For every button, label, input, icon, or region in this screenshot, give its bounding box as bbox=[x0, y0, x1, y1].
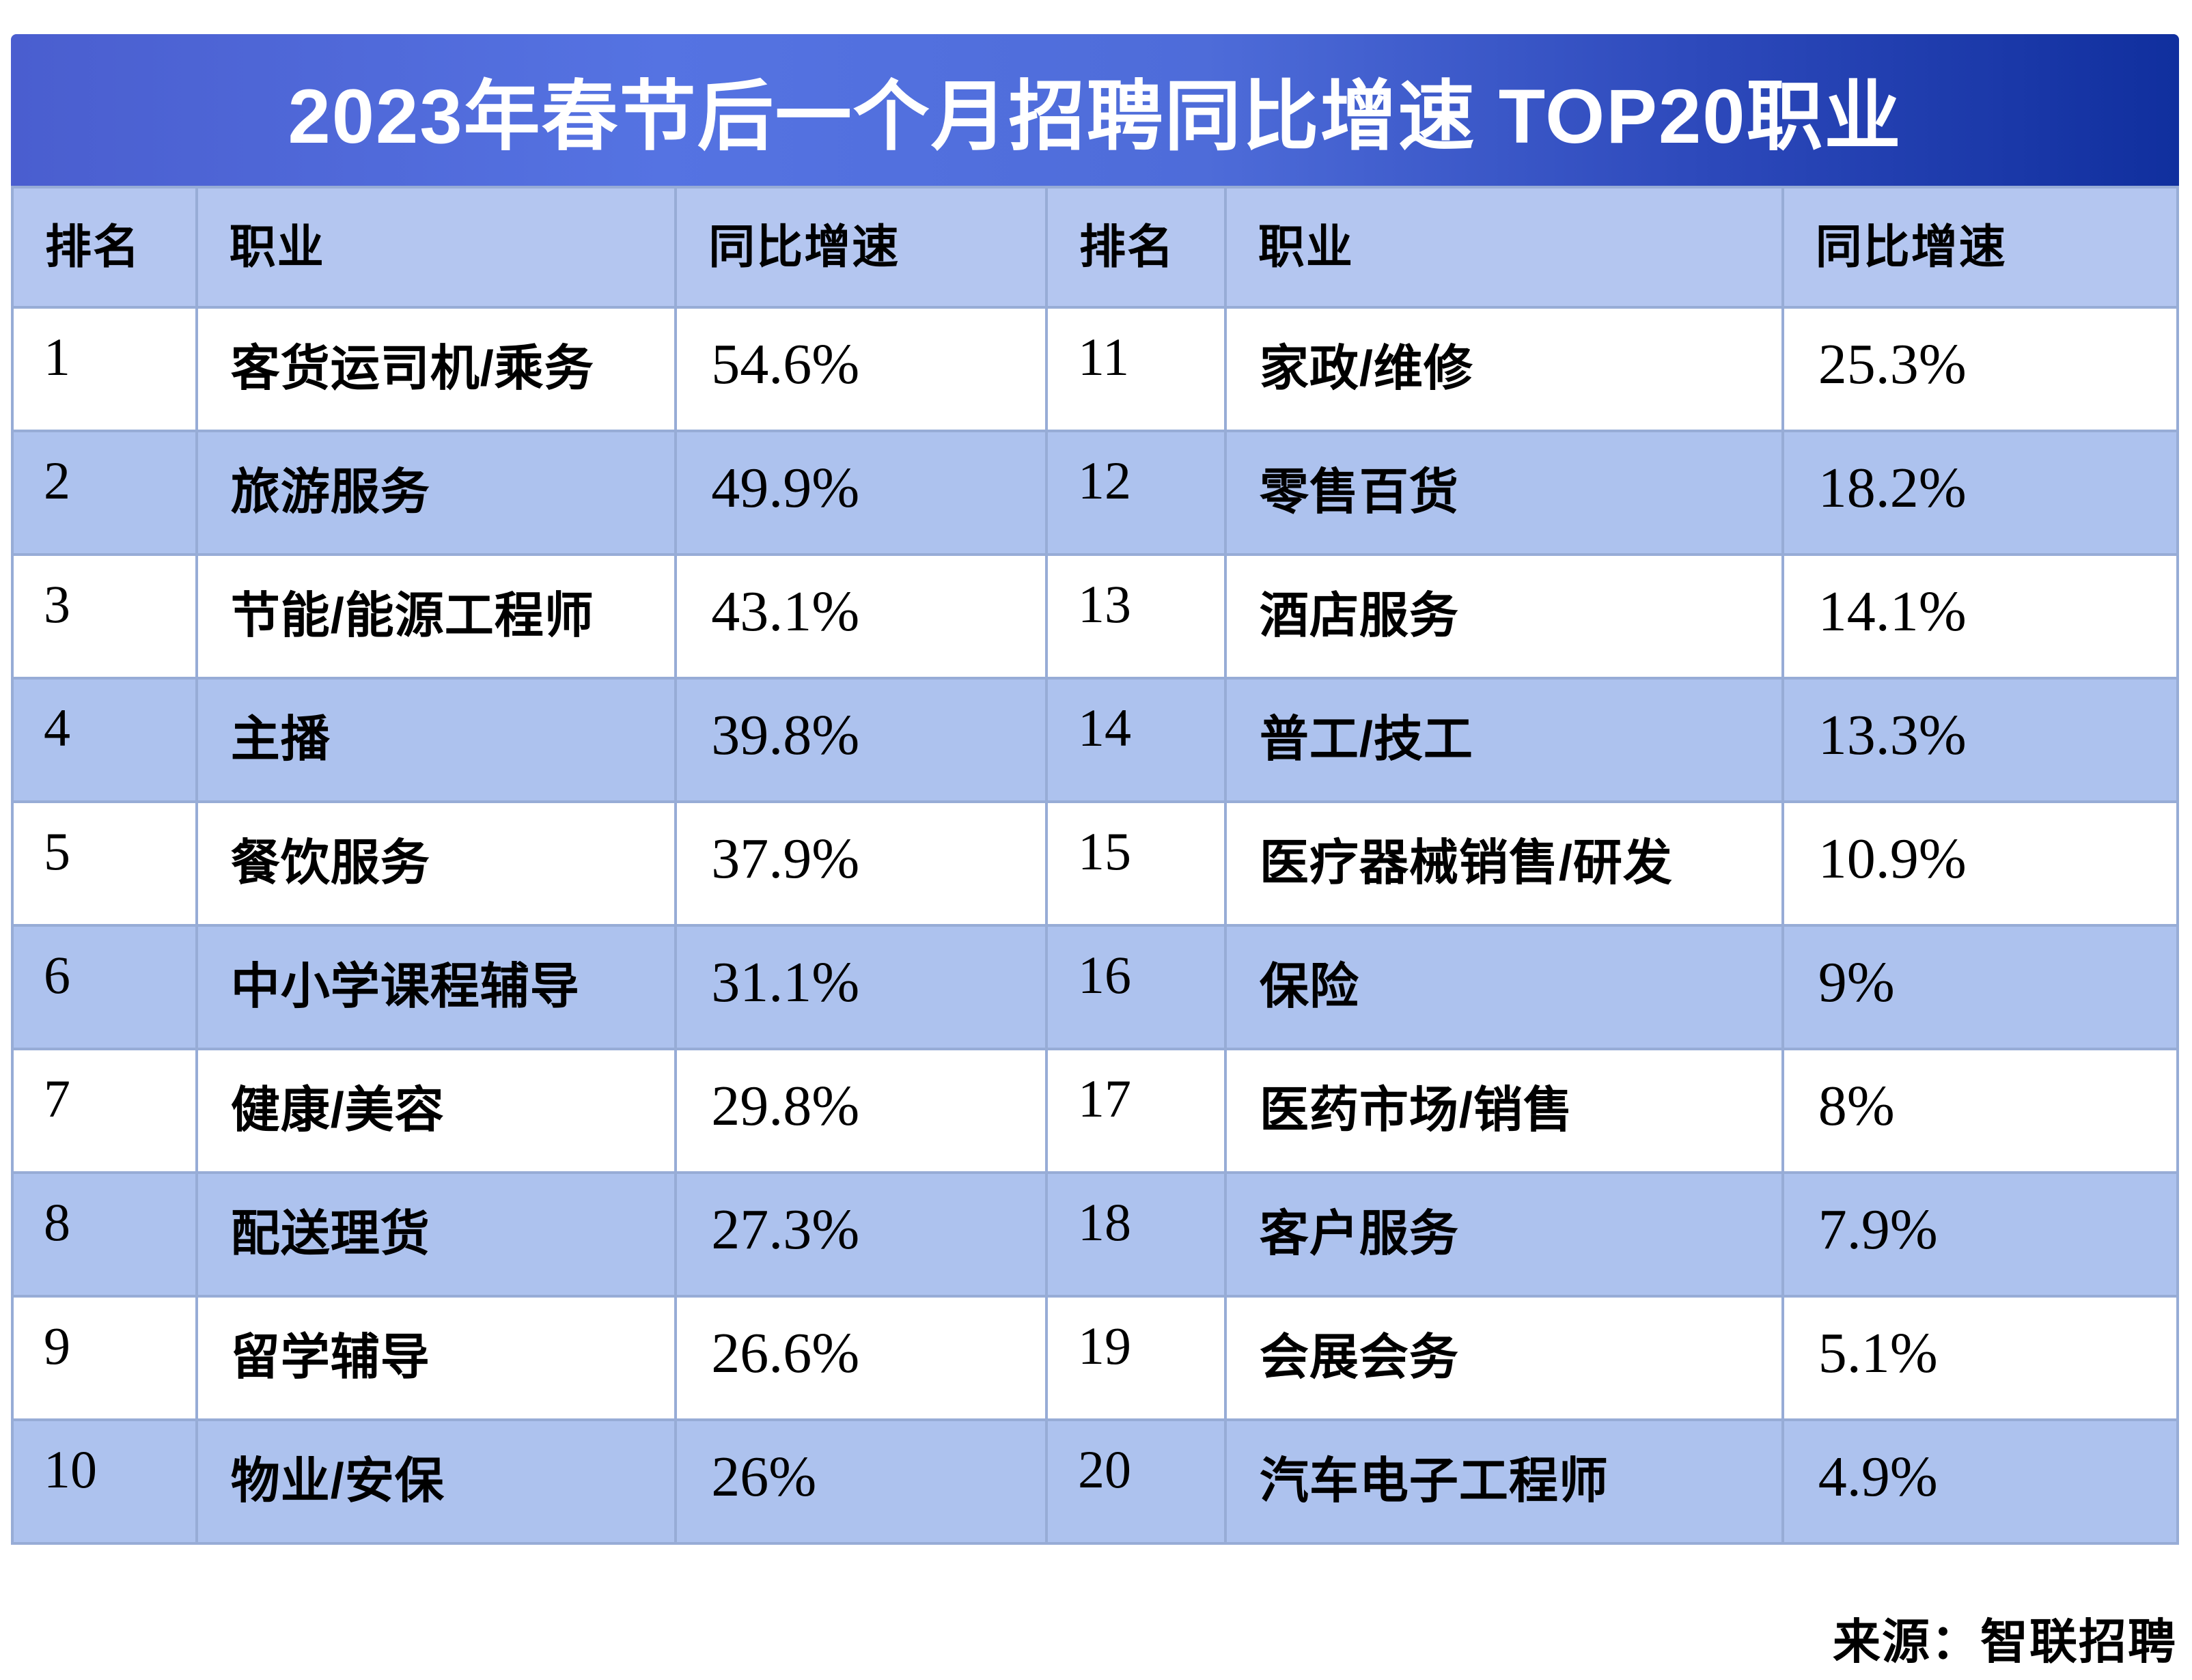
rank-cell: 18 bbox=[1044, 1171, 1227, 1298]
table-row: 9 留学辅导 26.6% 19 会展会务 5.1% bbox=[11, 1295, 2180, 1421]
growth-cell: 31.1% bbox=[674, 924, 1048, 1050]
occupation-cell: 汽车电子工程师 bbox=[1223, 1418, 1784, 1545]
growth-cell: 13.3% bbox=[1781, 677, 2180, 803]
rank-cell: 7 bbox=[11, 1048, 198, 1174]
header-growth-left: 同比增速 bbox=[674, 186, 1048, 309]
occupation-cell: 健康/美容 bbox=[195, 1048, 678, 1174]
header-occupation-left: 职业 bbox=[195, 186, 678, 309]
occupation-cell: 主播 bbox=[195, 677, 678, 803]
growth-cell: 37.9% bbox=[674, 800, 1048, 927]
occupation-cell: 会展会务 bbox=[1223, 1295, 1784, 1421]
rank-cell: 2 bbox=[11, 430, 198, 556]
growth-cell: 29.8% bbox=[674, 1048, 1048, 1174]
table-row: 4 主播 39.8% 14 普工/技工 13.3% bbox=[11, 677, 2180, 803]
growth-cell: 49.9% bbox=[674, 430, 1048, 556]
table-row: 7 健康/美容 29.8% 17 医药市场/销售 8% bbox=[11, 1048, 2180, 1174]
growth-cell: 25.3% bbox=[1781, 306, 2180, 432]
table-body: 1 客货运司机/乘务 54.6% 11 家政/维修 25.3% 2 旅游服务 49.9% 12 零售… bbox=[11, 306, 2180, 1545]
rank-cell: 1 bbox=[11, 306, 198, 432]
growth-cell: 39.8% bbox=[674, 677, 1048, 803]
growth-cell: 4.9% bbox=[1781, 1418, 2180, 1545]
header-occupation-right: 职业 bbox=[1223, 186, 1784, 309]
growth-table: 排名 职业 同比增速 排名 职业 同比增速 1 客货运司机/乘务 54.6% 11 家政… bbox=[11, 186, 2180, 1545]
rank-cell: 17 bbox=[1044, 1048, 1227, 1174]
growth-cell: 43.1% bbox=[674, 553, 1048, 680]
header-rank-left: 排名 bbox=[11, 186, 198, 309]
rank-cell: 5 bbox=[11, 800, 198, 927]
occupation-cell: 医药市场/销售 bbox=[1223, 1048, 1784, 1174]
rank-cell: 12 bbox=[1044, 430, 1227, 556]
occupation-cell: 配送理货 bbox=[195, 1171, 678, 1298]
rank-cell: 10 bbox=[11, 1418, 198, 1545]
header-growth-right: 同比增速 bbox=[1781, 186, 2180, 309]
rank-cell: 19 bbox=[1044, 1295, 1227, 1421]
growth-cell: 9% bbox=[1781, 924, 2180, 1050]
growth-cell: 5.1% bbox=[1781, 1295, 2180, 1421]
rank-cell: 9 bbox=[11, 1295, 198, 1421]
source-note: 来源：智联招聘 bbox=[1833, 1615, 2177, 1668]
growth-cell: 8% bbox=[1781, 1048, 2180, 1174]
rank-cell: 20 bbox=[1044, 1418, 1227, 1545]
occupation-cell: 酒店服务 bbox=[1223, 553, 1784, 680]
rank-cell: 16 bbox=[1044, 924, 1227, 1050]
rank-cell: 13 bbox=[1044, 553, 1227, 680]
growth-cell: 54.6% bbox=[674, 306, 1048, 432]
rank-cell: 15 bbox=[1044, 800, 1227, 927]
occupation-cell: 保险 bbox=[1223, 924, 1784, 1050]
occupation-cell: 物业/安保 bbox=[195, 1418, 678, 1545]
header-rank-right: 排名 bbox=[1044, 186, 1227, 309]
table-row: 8 配送理货 27.3% 18 客户服务 7.9% bbox=[11, 1171, 2180, 1298]
growth-cell: 18.2% bbox=[1781, 430, 2180, 556]
table-row: 3 节能/能源工程师 43.1% 13 酒店服务 14.1% bbox=[11, 553, 2180, 680]
growth-cell: 14.1% bbox=[1781, 553, 2180, 680]
title-banner: 2023年春节后一个月招聘同比增速 TOP20职业 bbox=[11, 34, 2179, 186]
growth-cell: 26% bbox=[674, 1418, 1048, 1545]
occupation-cell: 家政/维修 bbox=[1223, 306, 1784, 432]
rank-cell: 8 bbox=[11, 1171, 198, 1298]
table-row: 10 物业/安保 26% 20 汽车电子工程师 4.9% bbox=[11, 1418, 2180, 1545]
occupation-cell: 中小学课程辅导 bbox=[195, 924, 678, 1050]
occupation-cell: 留学辅导 bbox=[195, 1295, 678, 1421]
rank-cell: 14 bbox=[1044, 677, 1227, 803]
rank-cell: 6 bbox=[11, 924, 198, 1050]
growth-cell: 26.6% bbox=[674, 1295, 1048, 1421]
occupation-cell: 普工/技工 bbox=[1223, 677, 1784, 803]
rank-cell: 11 bbox=[1044, 306, 1227, 432]
occupation-cell: 客货运司机/乘务 bbox=[195, 306, 678, 432]
table-row: 1 客货运司机/乘务 54.6% 11 家政/维修 25.3% bbox=[11, 306, 2180, 432]
growth-cell: 10.9% bbox=[1781, 800, 2180, 927]
occupation-cell: 餐饮服务 bbox=[195, 800, 678, 927]
rank-cell: 3 bbox=[11, 553, 198, 680]
growth-cell: 7.9% bbox=[1781, 1171, 2180, 1298]
table-row: 2 旅游服务 49.9% 12 零售百货 18.2% bbox=[11, 430, 2180, 556]
table-row: 5 餐饮服务 37.9% 15 医疗器械销售/研发 10.9% bbox=[11, 800, 2180, 927]
rank-cell: 4 bbox=[11, 677, 198, 803]
growth-cell: 27.3% bbox=[674, 1171, 1048, 1298]
table-header: 排名 职业 同比增速 排名 职业 同比增速 bbox=[11, 186, 2180, 309]
occupation-cell: 医疗器械销售/研发 bbox=[1223, 800, 1784, 927]
occupation-cell: 客户服务 bbox=[1223, 1171, 1784, 1298]
occupation-cell: 旅游服务 bbox=[195, 430, 678, 556]
header-row: 排名 职业 同比增速 排名 职业 同比增速 bbox=[11, 186, 2180, 309]
page-title: 2023年春节后一个月招聘同比增速 TOP20职业 bbox=[288, 74, 1902, 159]
occupation-cell: 零售百货 bbox=[1223, 430, 1784, 556]
table-row: 6 中小学课程辅导 31.1% 16 保险 9% bbox=[11, 924, 2180, 1050]
occupation-cell: 节能/能源工程师 bbox=[195, 553, 678, 680]
